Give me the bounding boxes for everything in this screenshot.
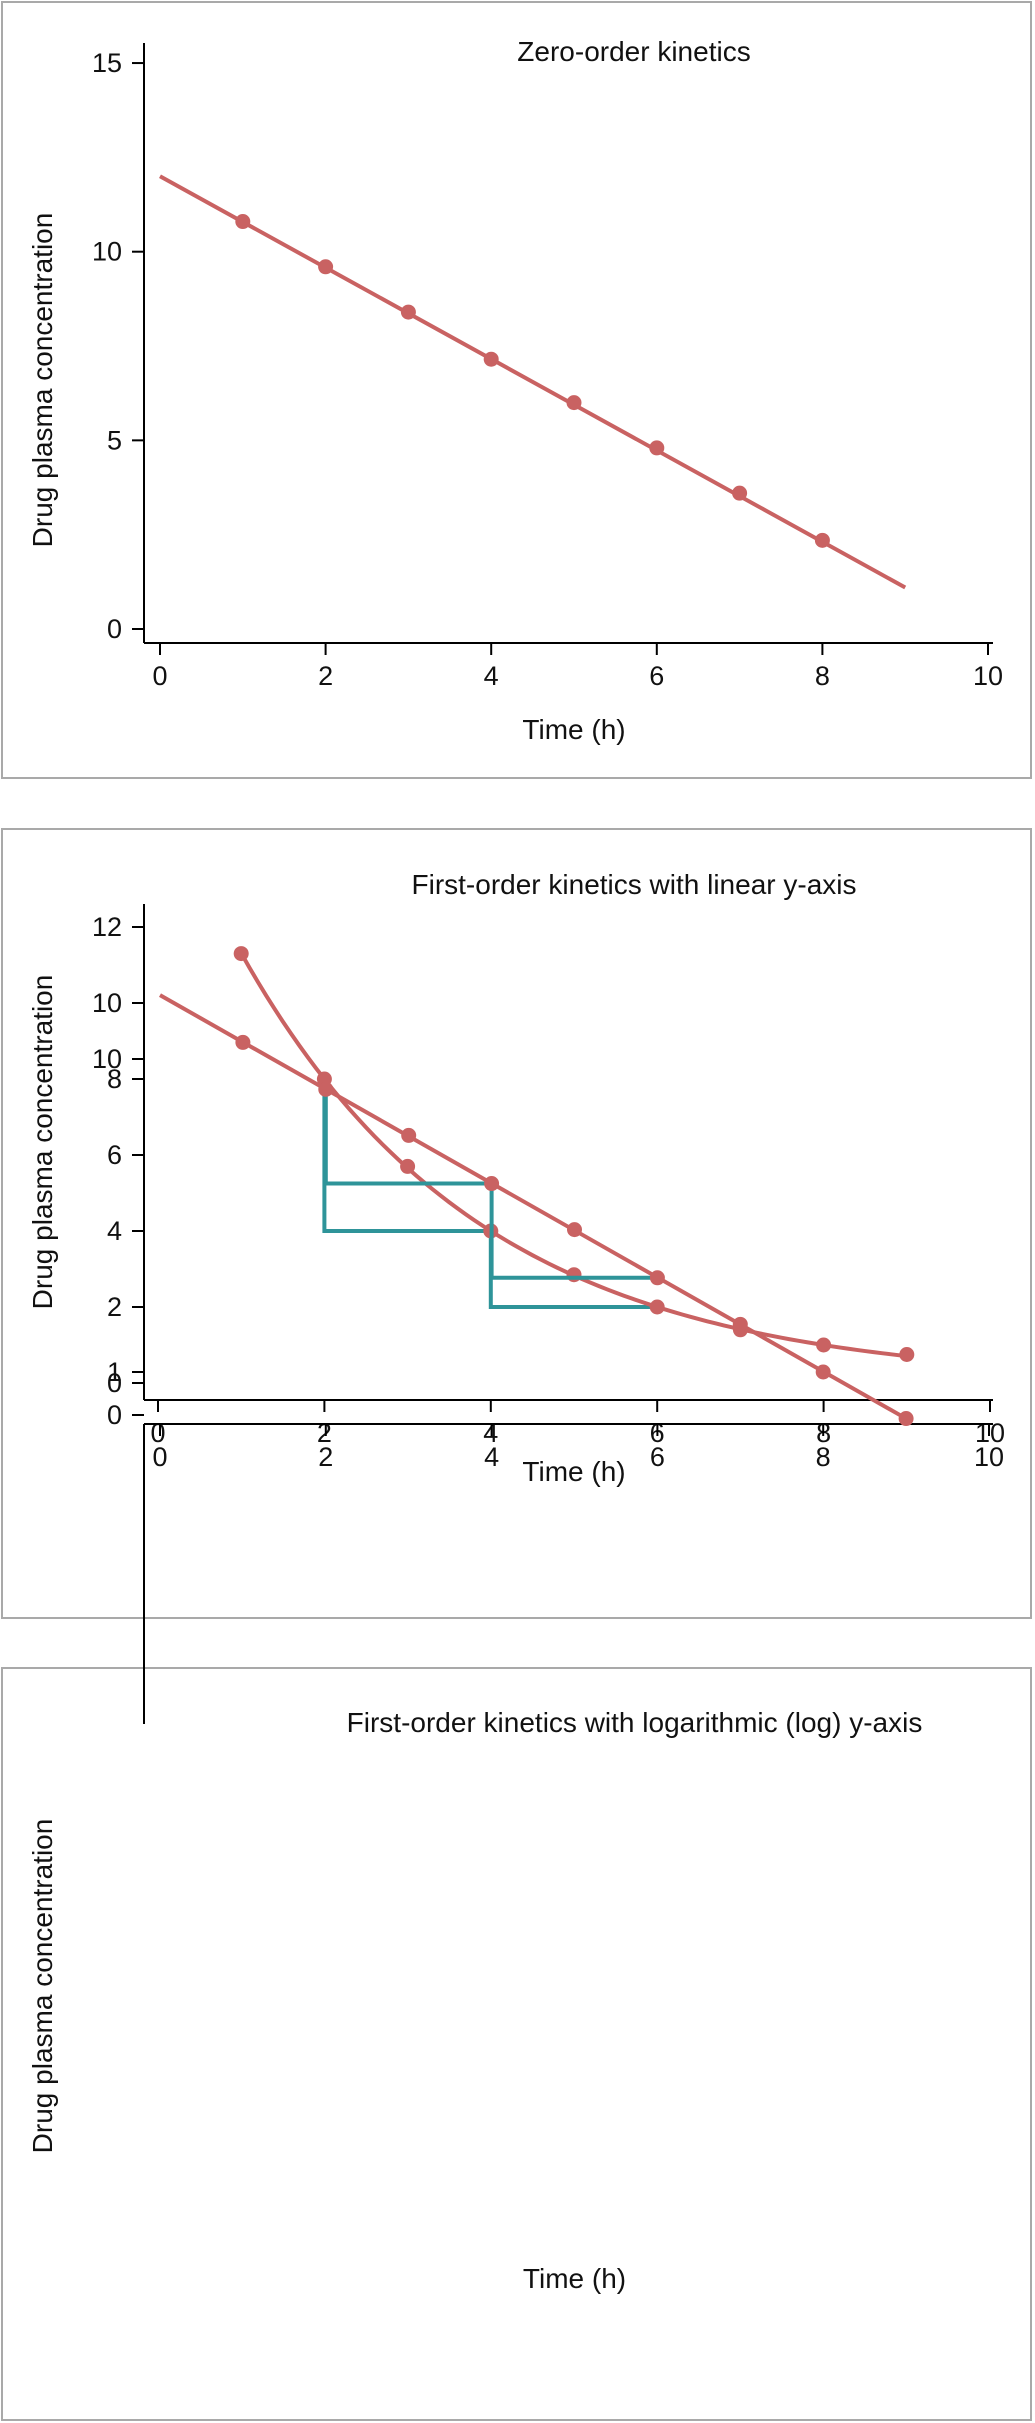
chart-panel-zero-order: Zero-order kinetics 0 2 4 6 8 10 0 5 10 15 Time (h)… xyxy=(1,1,1032,779)
chart-title: Zero-order kinetics xyxy=(517,36,750,67)
y-tick-label: 1 xyxy=(107,1357,122,1387)
data-point xyxy=(483,351,499,367)
chart-title: First-order kinetics with linear y-axis xyxy=(412,869,857,900)
y-tick-label: 12 xyxy=(92,912,122,942)
data-point xyxy=(649,1270,665,1286)
x-tick-label: 8 xyxy=(816,1442,831,1472)
data-point xyxy=(400,304,416,320)
data-point xyxy=(233,946,249,962)
data-point xyxy=(649,1299,665,1315)
x-tick-label: 0 xyxy=(150,1418,165,1448)
data-point xyxy=(566,395,582,411)
x-axis-title: Time (h) xyxy=(522,1456,625,1487)
data-point xyxy=(732,1316,748,1332)
y-tick-label: 8 xyxy=(107,1064,122,1094)
y-tick-label: 4 xyxy=(107,1216,122,1246)
x-tick-label: 2 xyxy=(318,1442,333,1472)
y-tick-label: 6 xyxy=(107,1140,122,1170)
chart-zero-order: Zero-order kinetics 0 2 4 6 8 10 0 5 10 15 Time (h)… xyxy=(27,36,1003,745)
chart-first-order-log: First-order kinetics with logarithmic (l… xyxy=(27,993,1004,2294)
data-point xyxy=(567,1222,582,1238)
y-axis-title: Drug plasma concentration xyxy=(27,1819,58,2154)
y-axis-title: Drug plasma concentration xyxy=(27,213,58,548)
y-tick-label: 0 xyxy=(107,1368,122,1398)
data-point xyxy=(318,259,334,275)
series-curve xyxy=(239,952,908,1359)
data-point xyxy=(318,1081,334,1097)
x-tick-label: 10 xyxy=(973,661,1003,691)
x-axis-title: Time (h) xyxy=(522,714,625,745)
data-point xyxy=(484,1176,500,1192)
data-point xyxy=(898,1411,914,1427)
y-tick-label: 2 xyxy=(107,1292,122,1322)
y-tick-label: 10 xyxy=(92,237,122,267)
chart-title: First-order kinetics with logarithmic (l… xyxy=(347,1707,923,1738)
data-point xyxy=(401,1127,417,1143)
data-point xyxy=(649,440,665,456)
y-tick-label: 10 xyxy=(92,1044,122,1074)
y-tick-label: 10 xyxy=(92,988,122,1018)
data-point xyxy=(235,1034,251,1050)
chart-first-order-linear: First-order kinetics with linear y-axis 0… xyxy=(27,869,1005,1487)
x-tick-label: 2 xyxy=(317,1418,332,1448)
y-tick-label: 0 xyxy=(107,614,122,644)
data-point xyxy=(732,485,748,501)
x-tick-label: 6 xyxy=(649,661,664,691)
data-point xyxy=(400,1158,416,1174)
x-tick-label: 6 xyxy=(650,1442,665,1472)
data-point xyxy=(566,1267,582,1283)
x-tick-label: 4 xyxy=(484,1442,499,1472)
y-tick-label: 5 xyxy=(107,425,122,455)
data-point xyxy=(235,214,251,230)
x-tick-label: 0 xyxy=(152,1442,167,1472)
chart-panel-first-order-linear: First-order kinetics with linear y-axis 0… xyxy=(1,828,1032,1619)
y-tick-label: 0 xyxy=(107,1400,122,1430)
y-tick-label: 15 xyxy=(92,48,122,78)
x-tick-label: 10 xyxy=(974,1442,1004,1472)
series-line xyxy=(159,993,908,1421)
series-line xyxy=(159,174,907,590)
y-axis-title: Drug plasma concentration xyxy=(27,975,58,1310)
x-tick-label: 2 xyxy=(318,661,333,691)
data-point xyxy=(816,1337,832,1353)
data-point xyxy=(815,1364,831,1380)
data-point xyxy=(814,532,830,548)
x-axis-title: Time (h) xyxy=(523,2263,626,2294)
x-tick-label: 0 xyxy=(152,661,167,691)
chart-panel-first-order-log: First-order kinetics with logarithmic (l… xyxy=(1,993,1032,2421)
x-tick-label: 4 xyxy=(484,661,499,691)
x-tick-label: 8 xyxy=(815,661,830,691)
data-point xyxy=(899,1347,915,1362)
